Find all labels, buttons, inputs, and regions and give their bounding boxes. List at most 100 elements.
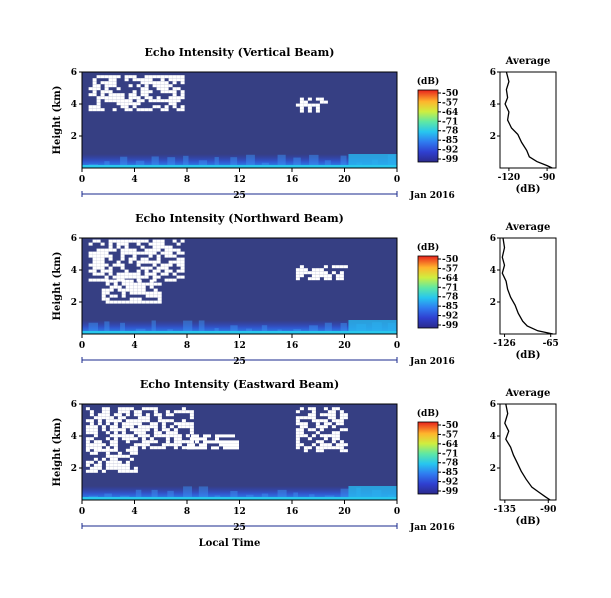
clutter-cell	[140, 266, 145, 270]
clutter-cell	[109, 285, 114, 289]
clutter-cell	[144, 87, 149, 91]
clutter-cell	[113, 300, 118, 304]
clutter-cell	[227, 434, 231, 438]
clutter-cell	[113, 440, 118, 444]
surface-echo-cell	[340, 155, 347, 168]
clutter-cell	[343, 449, 348, 453]
clutter-cell	[168, 75, 173, 79]
clutter-cell	[96, 105, 101, 109]
clutter-cell	[172, 239, 177, 243]
clutter-cell	[100, 266, 105, 270]
clutter-cell	[120, 248, 125, 252]
clutter-cell	[105, 288, 110, 292]
clutter-cell	[148, 90, 153, 94]
profile-x-tick-label: -90	[539, 173, 555, 183]
clutter-cell	[105, 419, 110, 423]
clutter-cell	[144, 90, 149, 94]
clutter-cell	[92, 84, 97, 88]
clutter-cell	[125, 282, 130, 286]
clutter-cell	[231, 440, 235, 444]
clutter-cell	[137, 419, 142, 423]
clutter-cell	[339, 277, 344, 281]
clutter-cell	[140, 90, 145, 94]
clutter-cell	[149, 291, 154, 295]
clutter-cell	[153, 425, 158, 429]
clutter-cell	[144, 75, 149, 79]
clutter-cell	[160, 272, 165, 276]
clutter-cell	[172, 272, 177, 276]
clutter-cell	[323, 434, 328, 438]
clutter-cell	[132, 239, 137, 243]
clutter-cell	[96, 257, 101, 261]
clutter-cell	[339, 271, 344, 275]
clutter-cell	[104, 269, 109, 273]
clutter-cell	[144, 266, 149, 270]
colorbar-tick-label: -78	[442, 293, 458, 303]
clutter-cell	[148, 260, 153, 264]
panel-0: Echo Intensity (Vertical Beam) 6 4 2 Height …	[52, 46, 557, 201]
clutter-cell	[195, 446, 199, 450]
clutter-cell	[319, 446, 324, 450]
clutter-cell	[299, 422, 304, 426]
surface-echo-cell	[277, 154, 286, 168]
clutter-cell	[121, 425, 126, 429]
clutter-cell	[176, 269, 181, 273]
clutter-cell	[187, 446, 191, 450]
clutter-cell	[299, 97, 304, 101]
surface-echo-cell	[135, 489, 142, 500]
clutter-cell	[203, 434, 207, 438]
clutter-cell	[125, 434, 130, 438]
y-tick-label: 6	[71, 400, 77, 410]
clutter-cell	[149, 440, 154, 444]
clutter-cell	[339, 440, 344, 444]
clutter-cell	[295, 443, 300, 447]
clutter-cell	[128, 102, 133, 106]
clutter-cell	[132, 275, 137, 279]
clutter-cell	[105, 466, 110, 470]
clutter-cell	[96, 278, 101, 282]
clutter-cell	[104, 248, 109, 252]
clutter-cell	[92, 105, 97, 109]
clutter-cell	[132, 254, 137, 258]
clutter-cell	[165, 428, 170, 432]
clutter-cell	[144, 84, 149, 88]
y-axis-label: Height (km)	[52, 86, 63, 155]
clutter-cell	[121, 428, 126, 432]
clutter-cell	[152, 275, 157, 279]
clutter-cell	[203, 440, 207, 444]
clutter-cell	[157, 300, 162, 304]
clutter-cell	[315, 277, 320, 281]
clutter-cell	[327, 422, 332, 426]
clutter-cell	[164, 251, 169, 255]
clutter-cell	[141, 285, 146, 289]
clutter-cell	[116, 245, 121, 249]
clutter-cell	[113, 419, 118, 423]
x-tick-label: 4	[131, 341, 137, 351]
colorbar-tick-label: -71	[442, 449, 458, 459]
clutter-cell	[120, 266, 125, 270]
clutter-cell	[97, 419, 102, 423]
clutter-cell	[157, 294, 162, 298]
clutter-cell	[161, 425, 166, 429]
clutter-cell	[169, 431, 174, 435]
colorbar-tick-label: -50	[442, 89, 458, 99]
clutter-cell	[152, 269, 157, 273]
clutter-cell	[295, 268, 300, 272]
clutter-cell	[156, 242, 161, 246]
clutter-cell	[137, 434, 142, 438]
clutter-cell	[116, 87, 121, 91]
surface-echo-cell	[183, 155, 189, 168]
clutter-cell	[156, 269, 161, 273]
clutter-cell	[180, 260, 185, 264]
clutter-cell	[152, 99, 157, 103]
clutter-cell	[307, 271, 312, 275]
clutter-cell	[104, 99, 109, 103]
clutter-cell	[295, 422, 300, 426]
clutter-cell	[319, 434, 324, 438]
clutter-cell	[108, 78, 113, 82]
clutter-cell	[235, 443, 239, 447]
clutter-cell	[165, 434, 170, 438]
clutter-cell	[92, 93, 97, 97]
clutter-cell	[92, 260, 97, 264]
clutter-cell	[327, 274, 332, 278]
